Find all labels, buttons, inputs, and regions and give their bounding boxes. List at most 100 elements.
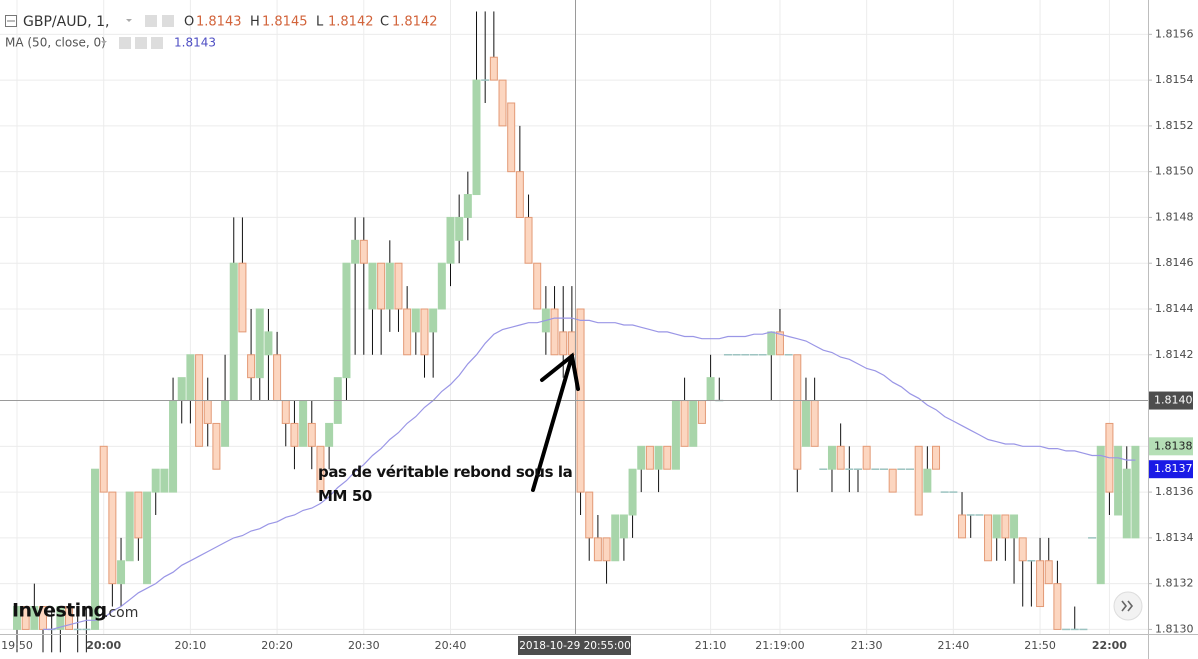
y-tick-label: 1.8130 xyxy=(1155,622,1194,635)
y-tick-label: 1.8148 xyxy=(1155,210,1194,223)
candle-body-down xyxy=(394,262,403,310)
chevron xyxy=(1127,600,1134,612)
ma-remove-icon[interactable] xyxy=(151,37,163,49)
candle-body-up xyxy=(186,354,195,402)
candle-body-up xyxy=(368,262,377,310)
candle-body-up xyxy=(91,468,100,630)
ma-visibility-icon[interactable] xyxy=(119,37,131,49)
ohlc-key: L xyxy=(316,15,324,30)
ma-line xyxy=(43,317,1136,630)
candle-body-down xyxy=(862,445,871,470)
candle-body-up xyxy=(351,239,360,264)
candle-body-down xyxy=(524,216,533,264)
candle-body-down xyxy=(316,445,325,493)
candle-body-down xyxy=(515,171,524,218)
candle-body-up xyxy=(628,468,637,516)
crosshair-price-label: 1.8140 xyxy=(1154,394,1193,407)
y-tick-label: 1.8144 xyxy=(1155,302,1194,315)
ma-legend-value: 1.8143 xyxy=(174,36,216,50)
logo-name: Investing xyxy=(12,600,107,622)
candle-body-down xyxy=(65,606,74,630)
candle-body-up xyxy=(342,262,351,379)
crosshair-price-label-box xyxy=(1149,391,1193,410)
ma-menu[interactable] xyxy=(101,41,107,44)
collapse-icon[interactable] xyxy=(5,15,17,27)
last-price-label: 1.8138 xyxy=(1154,439,1193,452)
candle-body-up xyxy=(255,308,264,379)
candle-body-up xyxy=(221,400,230,447)
candle-body-up xyxy=(177,377,186,402)
candle-body-down xyxy=(550,308,559,356)
x-tick-label: 20:40 xyxy=(435,639,467,652)
y-tick-label: 1.8146 xyxy=(1155,256,1194,269)
x-tick-label: 21:19:00 xyxy=(755,639,804,652)
candle-body-down xyxy=(307,422,316,447)
ohlc-key: H xyxy=(250,15,260,30)
candle-body-up xyxy=(299,400,308,447)
candle-body-up xyxy=(611,514,620,562)
y-tick-label: 1.8156 xyxy=(1155,27,1194,40)
candle-body-up xyxy=(229,262,238,402)
candle-body-up xyxy=(169,400,178,493)
ma-price-label: 1.8137 xyxy=(1154,462,1193,475)
x-tick-label: 20:00 xyxy=(86,639,121,652)
candle-body-down xyxy=(914,445,923,516)
candle-body-down xyxy=(273,354,282,402)
candle-body-up xyxy=(13,606,21,630)
candle-body-down xyxy=(984,514,993,562)
candle-body-down xyxy=(238,262,247,333)
x-tick-label: 20:10 xyxy=(175,639,207,652)
candle-body-down xyxy=(932,445,941,470)
candle-body-down xyxy=(602,537,611,562)
candle-body-up xyxy=(56,606,65,630)
y-tick-label: 1.8142 xyxy=(1155,348,1194,361)
candle-body-up xyxy=(455,216,464,241)
candle-body-up xyxy=(325,422,334,447)
candle-body-up xyxy=(923,468,932,493)
candle-body-up xyxy=(385,262,394,310)
symbol-menu[interactable] xyxy=(126,19,132,22)
x-tick-label: 19:50 xyxy=(1,639,33,652)
candle-body-down xyxy=(359,239,368,264)
x-tick-label: 21:50 xyxy=(1024,639,1056,652)
ma-settings-icon[interactable] xyxy=(135,37,147,49)
candle-body-down xyxy=(1053,583,1062,630)
scroll-right-button[interactable] xyxy=(1113,591,1143,621)
logo-suffix: .com xyxy=(104,605,138,621)
candle-body-down xyxy=(1001,514,1010,539)
annotation-text: pas de véritable rebond sous la MM 50 xyxy=(318,463,573,505)
candle-body-up xyxy=(117,560,126,585)
y-tick-label: 1.8152 xyxy=(1155,119,1194,132)
scroll-button-circle[interactable] xyxy=(1113,591,1143,621)
candle-body-up xyxy=(472,79,481,196)
candle-body-up xyxy=(125,491,134,562)
y-tick-label: 1.8150 xyxy=(1155,165,1194,178)
candle-body-down xyxy=(810,400,819,447)
candle-body-up xyxy=(706,377,715,402)
x-tick-label: 20:30 xyxy=(348,639,380,652)
candle-body-down xyxy=(507,102,516,173)
ohlc-value: 1.8142 xyxy=(328,15,374,30)
candle-body-up xyxy=(1010,514,1019,539)
crosshair-time-box xyxy=(518,636,631,655)
x-tick-label: 21:40 xyxy=(938,639,970,652)
ma-legend-name: MA (50, close, 0) xyxy=(5,36,106,50)
logo: Investing .com xyxy=(12,600,138,622)
crosshair-time-label: 2018-10-29 20:55:00 xyxy=(519,640,631,652)
candle-body-down xyxy=(420,308,429,356)
candle-body-down xyxy=(663,445,672,470)
candle-body-down xyxy=(775,331,784,356)
visibility-icon[interactable] xyxy=(162,15,174,27)
candle-body-up xyxy=(151,468,160,493)
candle-body-up xyxy=(446,216,455,264)
symbol-title: GBP/AUD, 1, xyxy=(23,14,109,30)
candle-body-down xyxy=(489,56,498,81)
candle-body-down xyxy=(281,400,290,424)
settings-icon[interactable] xyxy=(145,15,157,27)
candle-body-up xyxy=(619,514,628,539)
candle-body-up xyxy=(437,262,446,310)
candle-body-up xyxy=(654,445,663,470)
candle-body-down xyxy=(593,537,602,562)
candle-body-up xyxy=(1096,445,1105,585)
